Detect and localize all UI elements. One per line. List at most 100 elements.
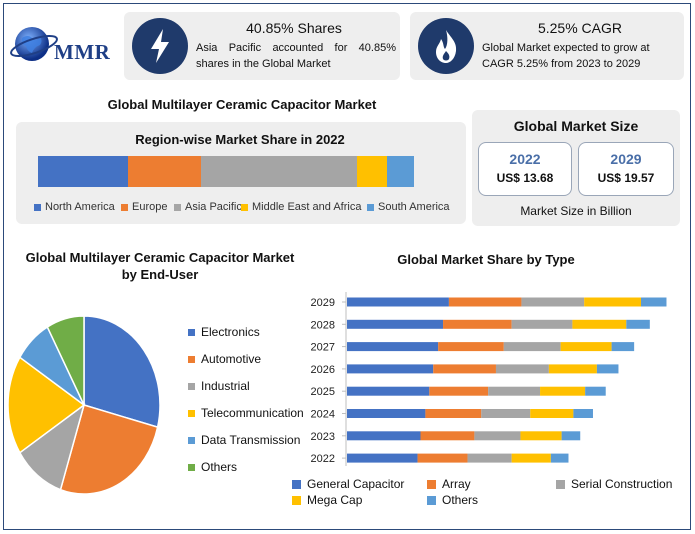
cagr-text-line2: CAGR 5.25% from 2023 to 2029: [482, 58, 641, 70]
type-bar-2025-mega-cap: [540, 386, 586, 396]
type-bar-2028-general-capacitor: [347, 319, 444, 329]
size-year-2022: 2022: [509, 151, 541, 167]
legend-swatch: [427, 479, 436, 489]
size-box-2022: 2022 US$ 13.68: [478, 142, 572, 196]
pie-legend-item-automotive: Automotive: [188, 352, 261, 366]
type-chart-tick-label-2026: 2026: [311, 364, 335, 376]
type-bar-2027-mega-cap: [560, 342, 612, 352]
type-bar-2025-serial-construction: [488, 386, 541, 396]
pie-slice-electronics: [83, 315, 161, 429]
type-bar-2024-serial-construction: [481, 409, 531, 418]
type-bar-2025-others: [585, 386, 606, 396]
region-legend-item-europe: Europe: [121, 201, 167, 213]
region-bar-segment-middle-east-and-africa: [356, 156, 388, 187]
type-bar-2023-serial-construction: [474, 431, 521, 441]
legend-label: North America: [45, 201, 115, 213]
market-size-caption: Market Size in Billion: [520, 204, 632, 218]
legend-swatch: [292, 495, 301, 505]
type-chart-tick-label-2025: 2025: [311, 386, 335, 398]
type-bar-2023-others: [561, 431, 581, 441]
type-chart-tick-label-2023: 2023: [311, 431, 335, 443]
legend-label: Others: [201, 460, 238, 474]
size-box-2029: 2029 US$ 19.57: [578, 142, 674, 196]
pie-legend-item-telecommunication: Telecommunication: [188, 406, 304, 420]
lightning-icon: [132, 18, 188, 74]
pie-title-line1: Global Multilayer Ceramic Capacitor Mark…: [25, 250, 295, 265]
type-bar-2026-general-capacitor: [347, 364, 434, 374]
type-bar-2024-mega-cap: [530, 409, 574, 418]
legend-label: Array: [442, 477, 471, 491]
type-chart: 2029 2028 2027 2026 2025 2024 2023 2022: [311, 292, 667, 466]
region-legend-item-asia-pacific: Asia Pacific: [174, 201, 242, 213]
type-bar-2027-others: [611, 342, 635, 352]
legend-label: Electronics: [201, 325, 260, 339]
type-bar-2029-mega-cap: [584, 297, 641, 307]
type-bar-2022-mega-cap: [511, 453, 551, 463]
type-bar-2025-general-capacitor: [347, 386, 430, 396]
pie-legend-item-industrial: Industrial: [188, 379, 250, 393]
type-bar-2023-array: [420, 431, 475, 441]
legend-swatch: [174, 203, 181, 211]
type-bar-2024-array: [425, 409, 482, 418]
pie-legend-item-electronics: Electronics: [188, 325, 260, 339]
legend-swatch: [241, 203, 248, 211]
legend-label: South America: [378, 201, 450, 213]
type-bar-2023-mega-cap: [520, 431, 562, 441]
legend-swatch: [367, 203, 374, 211]
region-legend-item-north-america: North America: [34, 201, 115, 213]
type-bar-2022-serial-construction: [467, 453, 512, 463]
globe-icon: [10, 27, 58, 61]
type-legend-item-general-capacitor: General Capacitor: [292, 477, 404, 491]
type-chart-title: Global Market Share by Type: [397, 252, 575, 267]
type-chart-tick-label-2028: 2028: [311, 319, 335, 331]
cagr-title: 5.25% CAGR: [537, 20, 623, 36]
legend-swatch: [292, 479, 301, 489]
legend-label: Europe: [132, 201, 168, 213]
type-bar-2029-others: [641, 297, 667, 307]
type-bar-2025-array: [429, 386, 489, 396]
type-bar-2029-array: [448, 297, 522, 307]
legend-label: Automotive: [201, 352, 262, 366]
size-year-2029: 2029: [610, 151, 642, 167]
pie-slice-telecommunication: [7, 356, 86, 454]
region-legend-item-middle-east-and-africa: Middle East and Africa: [241, 201, 361, 213]
region-bar: [38, 156, 442, 187]
legend-swatch: [188, 409, 195, 417]
legend-label: Asia Pacific: [185, 201, 242, 213]
legend-swatch: [188, 463, 195, 471]
type-bar-2026-mega-cap: [548, 364, 597, 374]
type-bar-2028-serial-construction: [511, 319, 573, 329]
pie-title-line2: by End-User: [121, 267, 199, 282]
legend-swatch: [427, 495, 436, 505]
legend-swatch: [188, 328, 195, 336]
region-chart-title: Region-wise Market Share in 2022: [135, 132, 345, 147]
size-value-2022: US$ 13.68: [496, 171, 554, 185]
shares-text-line1: Asia Pacific accounted for 40.85%: [196, 42, 396, 54]
legend-label: Mega Cap: [307, 493, 363, 507]
legend-label: General Capacitor: [307, 477, 405, 491]
legend-label: Middle East and Africa: [252, 201, 362, 213]
legend-swatch: [188, 355, 195, 363]
legend-label: Industrial: [201, 379, 250, 393]
region-legend-item-south-america: South America: [367, 201, 450, 213]
type-bar-2029-general-capacitor: [347, 297, 449, 307]
type-bar-2027-serial-construction: [503, 342, 561, 352]
market-size-title: Global Market Size: [513, 118, 639, 134]
legend-label: Serial Construction: [571, 477, 673, 491]
main-title: Global Multilayer Ceramic Capacitor Mark…: [107, 97, 377, 112]
type-bar-2026-serial-construction: [495, 364, 549, 374]
type-bar-2028-mega-cap: [572, 319, 627, 329]
pie-slice-others: [46, 315, 85, 406]
legend-swatch: [121, 203, 128, 211]
legend-label: Others: [442, 493, 479, 507]
pie-legend-item-data-transmission: Data Transmission: [188, 433, 300, 447]
type-bar-2023-general-capacitor: [347, 431, 421, 441]
size-value-2029: US$ 19.57: [597, 171, 655, 185]
legend-swatch: [188, 436, 195, 444]
type-bar-2022-general-capacitor: [347, 453, 418, 463]
pie-legend-item-others: Others: [188, 460, 237, 474]
pie-chart: [7, 315, 161, 495]
type-bar-2027-array: [438, 342, 504, 352]
legend-swatch: [188, 382, 195, 390]
mmr-logo: MMR: [10, 18, 118, 74]
